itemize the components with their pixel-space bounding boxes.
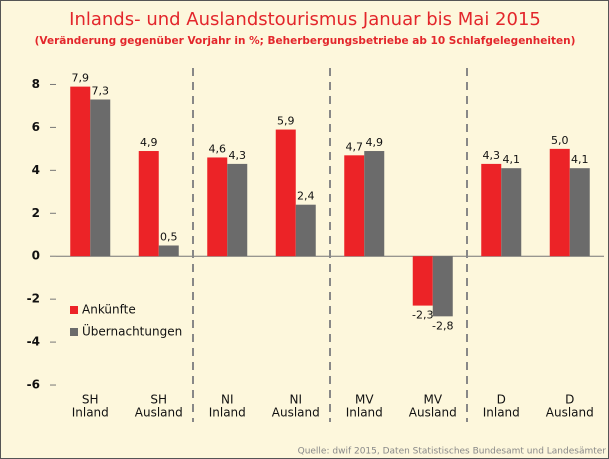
bar — [364, 151, 385, 257]
x-tick-label: NI — [289, 393, 302, 407]
value-label: 4,9 — [366, 136, 384, 149]
chart-subtitle: (Veränderung gegenüber Vorjahr in %; Beh… — [35, 35, 576, 47]
x-tick-label: D — [565, 393, 574, 407]
y-tick-label: -4 — [27, 335, 40, 349]
y-tick-label: 2 — [32, 206, 40, 220]
value-label: 5,0 — [551, 134, 569, 147]
bar — [90, 99, 111, 257]
y-tick-label: 4 — [32, 163, 40, 177]
x-tick-label: SH — [82, 393, 99, 407]
value-label: 4,6 — [209, 142, 227, 155]
bar — [158, 245, 179, 257]
x-tick-label: Ausland — [135, 406, 183, 420]
value-label: 4,1 — [503, 153, 521, 166]
value-label: -2,3 — [412, 309, 433, 322]
bar — [569, 168, 590, 257]
bar — [70, 86, 91, 257]
x-tick-label: Ausland — [546, 406, 594, 420]
bar — [501, 168, 522, 257]
bar — [344, 155, 365, 257]
legend-label: Ankünfte — [82, 303, 136, 317]
legend-swatch — [70, 306, 78, 314]
y-tick-label: 0 — [32, 249, 40, 263]
x-tick-label: Inland — [483, 406, 520, 420]
value-label: -2,8 — [432, 319, 453, 332]
x-tick-label: Ausland — [272, 406, 320, 420]
bar — [412, 256, 433, 306]
value-label: 2,4 — [297, 190, 315, 203]
x-tick-label: Inland — [209, 406, 246, 420]
bar — [138, 151, 159, 257]
x-tick-label: NI — [221, 393, 234, 407]
value-label: 0,5 — [160, 230, 178, 243]
bar — [481, 163, 502, 257]
x-tick-label: MV — [355, 393, 374, 407]
x-tick-label: D — [497, 393, 506, 407]
source: Quelle: dwif 2015, Daten Statistisches B… — [298, 447, 607, 457]
bar — [295, 204, 316, 257]
y-tick-label: -2 — [27, 292, 40, 306]
chart-title: Inlands- und Auslandstourismus Januar bi… — [69, 9, 541, 30]
bar — [227, 163, 248, 257]
value-label: 4,1 — [571, 153, 589, 166]
y-tick-label: 6 — [32, 120, 40, 134]
x-tick-label: MV — [423, 393, 442, 407]
bar — [432, 256, 453, 317]
x-tick-label: Inland — [72, 406, 109, 420]
value-label: 7,3 — [92, 84, 110, 97]
legend-swatch — [70, 328, 78, 336]
y-tick-label: -6 — [27, 378, 40, 392]
value-label: 4,3 — [483, 149, 501, 162]
value-label: 5,9 — [277, 115, 295, 128]
value-label: 4,9 — [140, 136, 158, 149]
value-label: 7,9 — [72, 72, 90, 85]
x-tick-label: Inland — [346, 406, 383, 420]
legend-label: Übernachtungen — [82, 323, 182, 339]
x-tick-label: SH — [150, 393, 167, 407]
bar — [549, 148, 570, 257]
value-label: 4,7 — [346, 140, 364, 153]
value-label: 4,3 — [229, 149, 247, 162]
bar — [207, 157, 228, 257]
x-tick-label: Ausland — [409, 406, 457, 420]
y-tick-label: 8 — [32, 77, 40, 91]
bar — [275, 129, 296, 257]
